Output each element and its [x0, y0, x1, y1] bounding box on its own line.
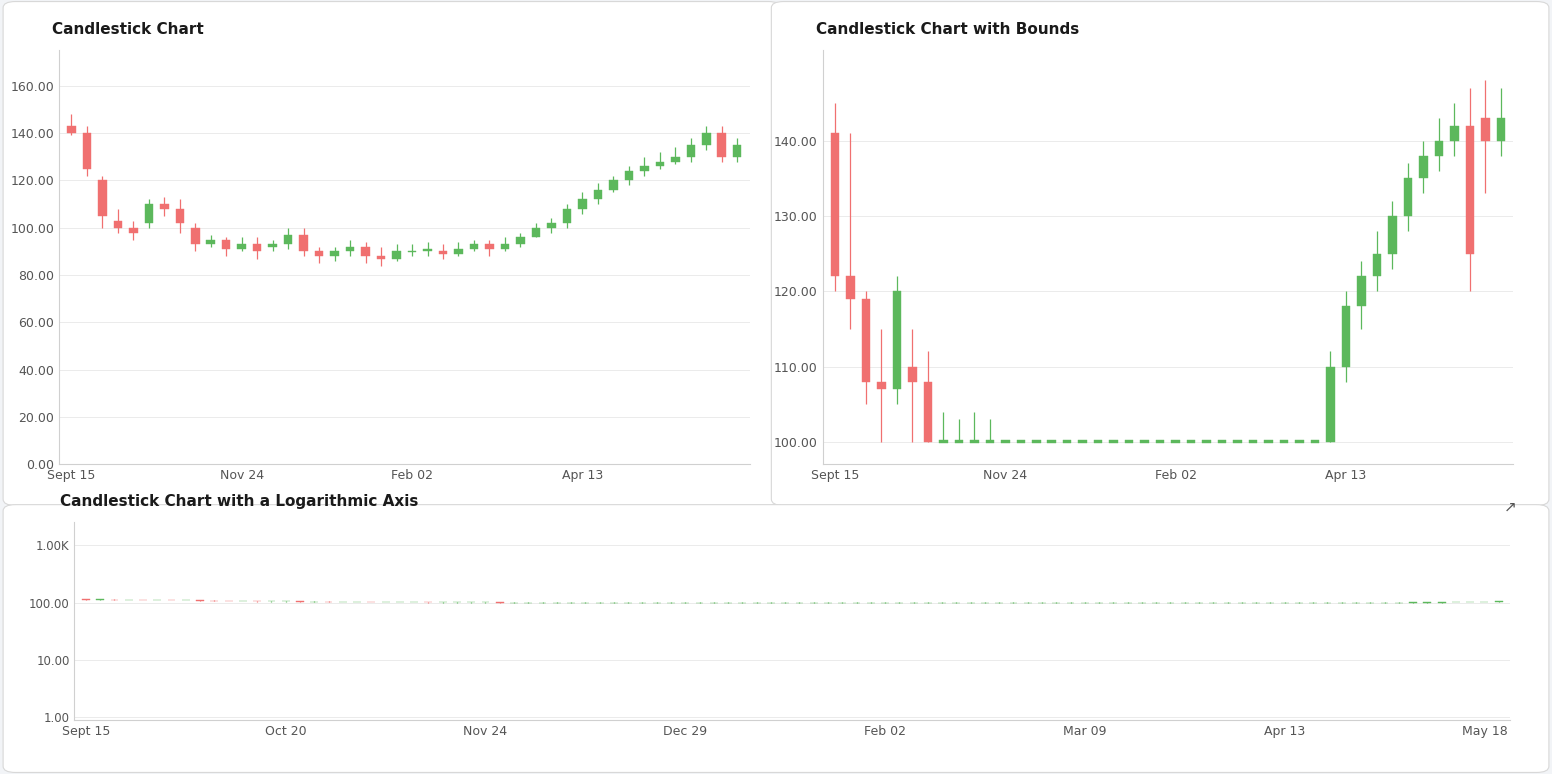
Bar [624, 171, 633, 180]
Bar [717, 133, 726, 157]
Bar [593, 190, 602, 200]
Bar [861, 299, 871, 382]
Bar [1094, 440, 1102, 444]
Bar [1327, 367, 1335, 442]
Bar [98, 180, 107, 216]
Bar [1079, 440, 1086, 444]
Bar [393, 252, 400, 259]
Bar [1280, 440, 1288, 444]
Bar [1356, 276, 1366, 307]
Bar [486, 245, 494, 249]
Bar [1063, 440, 1071, 444]
Bar [1234, 440, 1242, 444]
Bar [346, 247, 354, 252]
Bar [1141, 440, 1148, 444]
Bar [702, 133, 711, 145]
Bar [1249, 440, 1257, 444]
Bar [1419, 156, 1428, 178]
Bar [1172, 440, 1180, 444]
Bar [908, 367, 917, 382]
Bar [655, 162, 664, 166]
Bar [548, 223, 556, 228]
Text: Candlestick Chart: Candlestick Chart [53, 22, 203, 36]
Bar [191, 228, 200, 245]
Text: Candlestick Chart with Bounds: Candlestick Chart with Bounds [816, 22, 1079, 36]
Bar [954, 440, 964, 444]
Bar [67, 126, 76, 133]
Bar [563, 209, 571, 223]
Bar [1125, 440, 1133, 444]
Bar [970, 440, 979, 444]
Bar [237, 245, 245, 249]
Bar [1110, 440, 1117, 444]
Bar [686, 145, 695, 157]
Text: ↗: ↗ [1504, 499, 1516, 514]
Bar [532, 228, 540, 238]
Bar [82, 133, 92, 169]
Bar [408, 251, 416, 252]
Bar [377, 256, 385, 259]
Bar [222, 240, 231, 249]
Bar [892, 291, 902, 389]
Bar [424, 249, 431, 252]
Bar [129, 228, 138, 232]
Bar [1465, 125, 1474, 254]
Bar [1187, 440, 1195, 444]
Bar [1496, 118, 1505, 141]
Text: Candlestick Chart with a Logarithmic Axis: Candlestick Chart with a Logarithmic Axi… [61, 494, 419, 509]
Bar [986, 440, 995, 444]
Bar [639, 166, 649, 171]
Bar [331, 252, 338, 256]
Bar [144, 204, 154, 223]
Bar [1032, 440, 1040, 444]
Bar [1265, 440, 1273, 444]
Bar [1296, 440, 1304, 444]
Bar [577, 200, 587, 209]
Bar [206, 240, 216, 245]
Bar [1387, 216, 1397, 254]
Bar [1403, 178, 1412, 216]
Bar [160, 204, 169, 209]
Bar [315, 252, 323, 256]
Bar [501, 245, 509, 249]
Bar [470, 245, 478, 249]
Bar [670, 157, 680, 162]
Bar [1434, 141, 1443, 156]
Bar [517, 238, 525, 245]
Bar [1311, 440, 1319, 444]
Bar [1203, 440, 1211, 444]
Bar [284, 235, 292, 245]
Bar [362, 247, 369, 256]
Bar [113, 221, 123, 228]
Bar [877, 382, 886, 389]
Bar [455, 249, 462, 254]
Bar [1017, 440, 1024, 444]
Bar [939, 440, 948, 444]
Bar [300, 235, 307, 252]
Bar [1372, 254, 1381, 276]
Bar [253, 245, 261, 252]
Bar [923, 382, 933, 442]
Bar [608, 180, 618, 190]
Bar [1341, 307, 1350, 367]
Bar [1450, 125, 1459, 141]
Bar [1048, 440, 1055, 444]
Bar [175, 209, 185, 223]
Bar [1156, 440, 1164, 444]
Bar [268, 245, 276, 247]
Bar [439, 252, 447, 254]
Bar [1481, 118, 1490, 141]
Bar [733, 145, 742, 157]
Bar [830, 133, 840, 276]
Bar [846, 276, 855, 299]
Bar [1218, 440, 1226, 444]
Bar [1001, 440, 1009, 444]
